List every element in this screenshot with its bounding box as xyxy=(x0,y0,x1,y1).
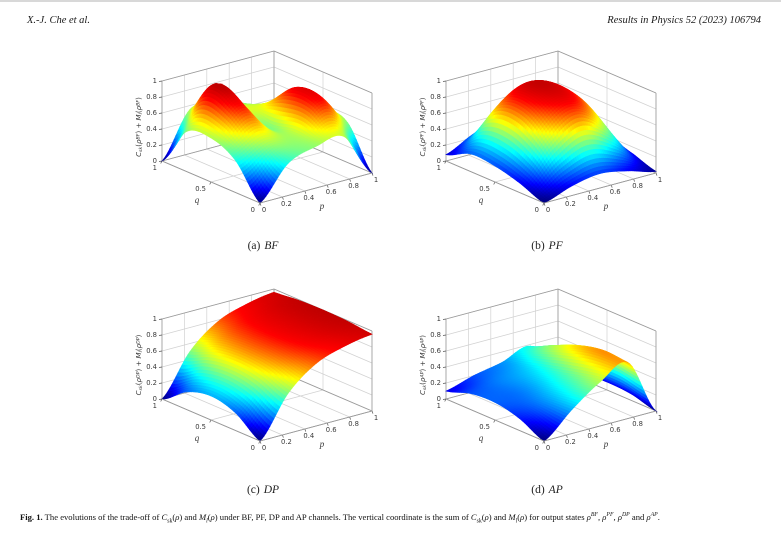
subplot-index-b: (b) xyxy=(531,240,545,252)
subplot-caption-c: (c) DP xyxy=(118,484,408,496)
subplot-channel-d: AP xyxy=(548,484,563,496)
subplot-channel-a: BF xyxy=(264,240,279,252)
figure-caption: Fig. 1. The evolutions of the trade-off … xyxy=(20,511,660,525)
subplot-index-c: (c) xyxy=(246,484,260,496)
subplot-index-d: (d) xyxy=(531,484,545,496)
subplot-a-bf: Csk(ρBF) + Ml(ρBF) (a)BF xyxy=(118,48,408,283)
surface-plot-pf xyxy=(402,48,692,253)
subplot-channel-b: PF xyxy=(548,240,563,252)
subplot-d-ap: Csk(ρAP) + Ml(ρAP) (d)AP xyxy=(402,286,692,521)
subplot-channel-c: DP xyxy=(263,484,280,496)
header-journal-ref: Results in Physics 52 (2023) 106794 xyxy=(607,15,761,26)
subplot-c-dp: Csk(ρDP) + Ml(ρDP) (c)DP xyxy=(118,286,408,521)
subplot-index-a: (a) xyxy=(247,240,261,252)
header-authors: X.-J. Che et al. xyxy=(27,15,90,26)
surface-plot-bf xyxy=(118,48,408,253)
surface-plot-ap xyxy=(402,286,692,491)
subplot-caption-d: (d) AP xyxy=(402,484,692,496)
subplot-b-pf: Csk(ρPF) + Ml(ρPF) (b)PF xyxy=(402,48,692,283)
surface-plot-dp xyxy=(118,286,408,491)
subplot-caption-b: (b) PF xyxy=(402,240,692,252)
subplot-caption-a: (a) BF xyxy=(118,240,408,252)
